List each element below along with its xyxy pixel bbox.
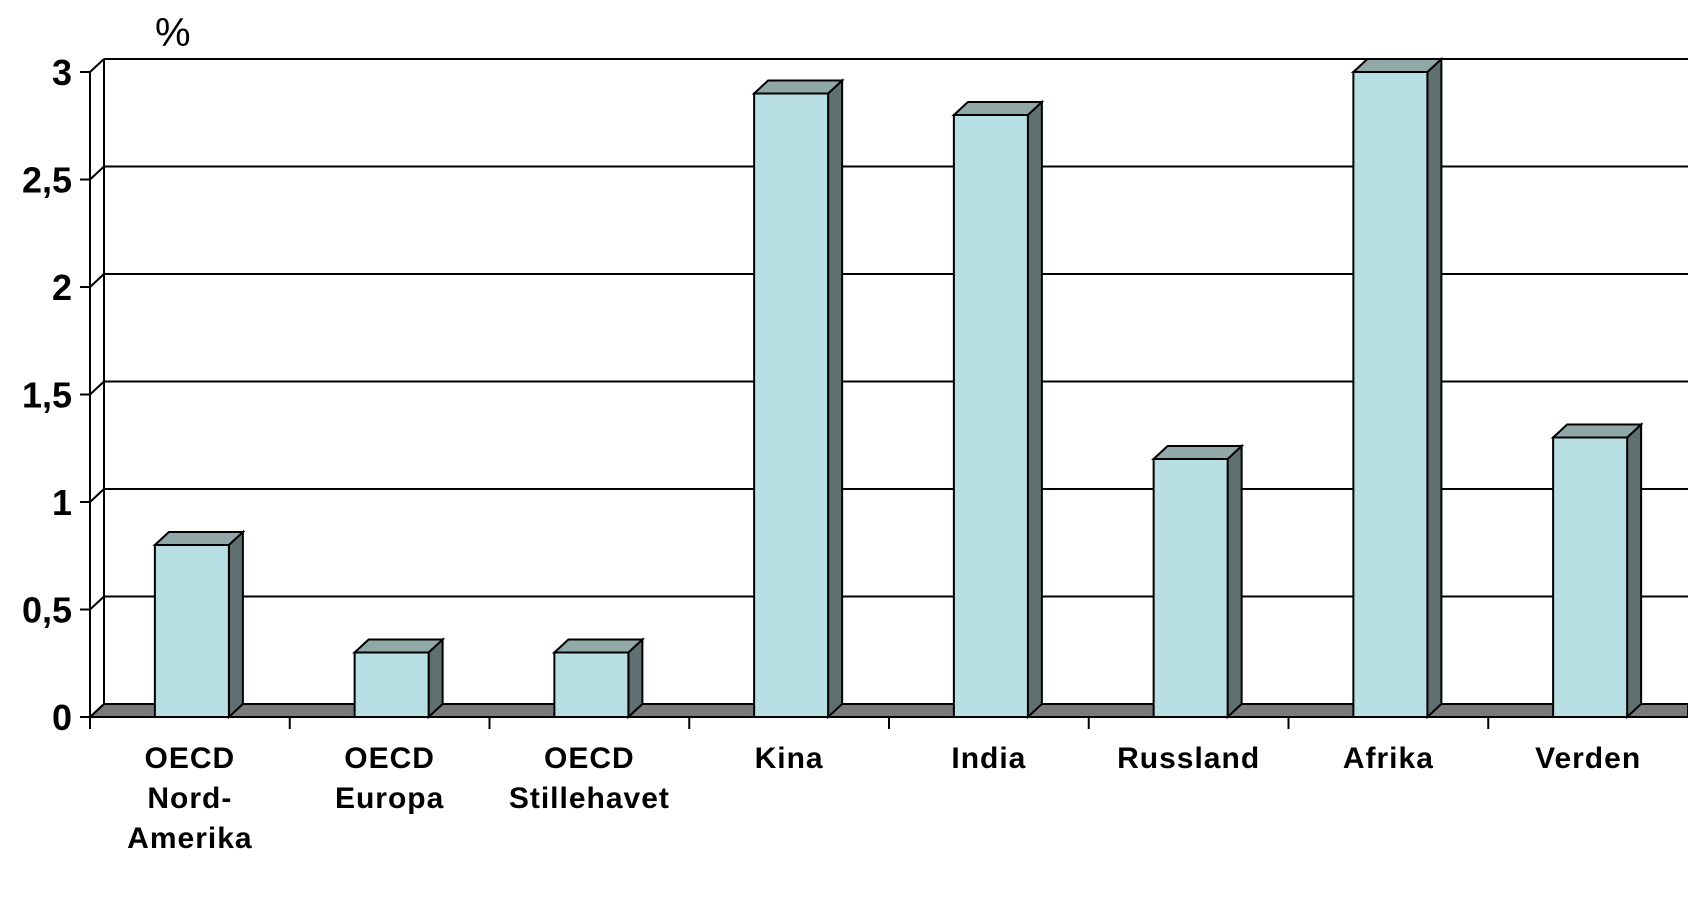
bar [1550, 422, 1644, 720]
x-tick-label: Russland [1117, 742, 1260, 775]
y-tick-label: 0,5 [22, 590, 72, 631]
bar-side [1026, 99, 1043, 720]
y-tick-label: 1,5 [22, 375, 72, 416]
bar [1151, 443, 1245, 720]
y-axis-depth-tick [89, 703, 105, 718]
x-tick-label: India [951, 742, 1026, 775]
y-axis-depth-tick [89, 488, 105, 503]
x-tick-label-line: Stillehavet [509, 782, 670, 815]
bar-top [352, 638, 446, 654]
bar [152, 529, 246, 720]
bar [1350, 56, 1444, 720]
bar [751, 78, 845, 720]
x-tick-label-line: Amerika [127, 822, 252, 855]
x-tick-label: Afrika [1343, 742, 1434, 775]
bar-top [751, 79, 845, 95]
y-unit-label: % [155, 11, 191, 55]
bar-front [553, 651, 630, 718]
x-tick-label-line: Verden [1535, 742, 1641, 775]
bar-side [1626, 422, 1643, 720]
x-tick-label: OECD Nord- Amerika [127, 742, 252, 855]
y-tick-label: 0 [52, 697, 72, 738]
bar-side [1426, 56, 1443, 720]
y-axis-depth-tick [89, 380, 105, 396]
bar-side [227, 529, 244, 720]
bar-front [1552, 436, 1629, 718]
bar-side [1226, 443, 1243, 720]
bar-front [1352, 71, 1429, 718]
bar [352, 637, 446, 720]
bar-front [153, 544, 230, 718]
x-tick-label: Kina [755, 742, 824, 775]
y-tick-label: 2 [52, 267, 72, 308]
bar-front [952, 114, 1029, 718]
x-tick-label-line: Kina [755, 742, 824, 775]
bar-top [1350, 58, 1444, 73]
bar-front [753, 92, 830, 718]
x-tick-label-line: Russland [1117, 742, 1260, 775]
x-tick-label-line: India [951, 742, 1026, 775]
bar-top [152, 531, 246, 546]
x-tick-label-line: OECD [544, 742, 635, 775]
bar-top [951, 101, 1045, 116]
bar-front [353, 651, 430, 718]
y-axis-depth-tick [89, 273, 105, 288]
y-tick-label: 1 [52, 482, 72, 523]
x-tick-label-line: Europa [335, 782, 444, 815]
y-axis-depth-tick [89, 165, 105, 181]
x-tick-label-line: OECD [145, 742, 236, 775]
bar-side [827, 78, 844, 720]
x-tick-label: OECD Stillehavet [509, 742, 670, 815]
bar [951, 99, 1045, 720]
chart-floor [87, 703, 1688, 718]
bar-top [551, 638, 645, 654]
bar-front [1152, 458, 1229, 718]
x-tick-label-line: Afrika [1343, 742, 1434, 775]
y-axis-depth-tick [89, 58, 105, 73]
y-tick-label: 3 [52, 52, 72, 93]
y-axis-depth-tick [89, 595, 105, 611]
x-tick-label-line: OECD [344, 742, 435, 775]
x-tick-label: OECD Europa [335, 742, 444, 815]
x-tick-label-line: Nord- [147, 782, 232, 815]
x-tick-label: Verden [1535, 742, 1641, 775]
bar-top [1151, 445, 1245, 460]
bar [551, 637, 645, 720]
y-tick-label: 2,5 [22, 160, 72, 201]
bar-top [1550, 423, 1644, 439]
